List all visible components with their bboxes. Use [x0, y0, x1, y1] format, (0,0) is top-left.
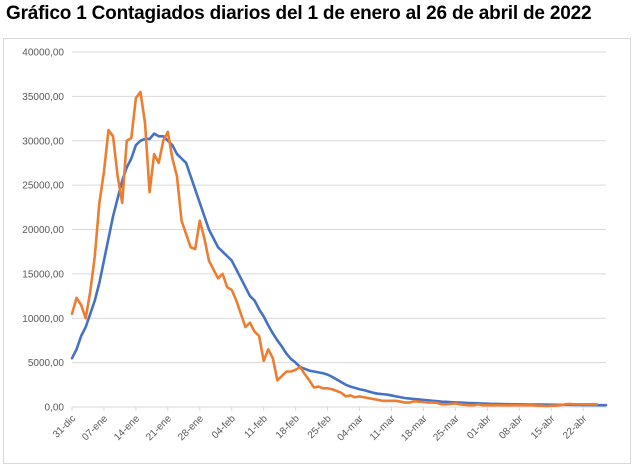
y-tick-label: 35000,00	[22, 92, 64, 103]
y-tick-label: 20000,00	[22, 225, 64, 236]
y-tick-label: 40000,00	[22, 48, 64, 59]
x-tick-label: 28-ene	[176, 413, 206, 443]
x-tick-label: 15-abr	[529, 413, 558, 442]
y-tick-label: 10000,00	[22, 314, 64, 325]
x-axis-ticks: 31-dic 07-ene 14-ene 21-ene 28-ene 04-feb 11-f…	[51, 407, 590, 444]
x-tick-label: 21-ene	[144, 413, 174, 443]
chart-frame	[3, 38, 631, 464]
series-line-2	[70, 90, 599, 408]
y-tick-label: 5000,00	[28, 358, 65, 369]
x-tick-label: 14-ene	[112, 413, 142, 443]
x-tick-label: 01-abr	[465, 413, 494, 442]
x-tick-label: 11-feb	[243, 413, 271, 441]
x-tick-label: 18-mar	[399, 413, 430, 444]
y-tick-label: 15000,00	[22, 269, 64, 280]
x-tick-label: 25-mar	[431, 413, 462, 444]
x-tick-label: 18-feb	[274, 413, 302, 441]
y-tick-label: 30000,00	[22, 136, 64, 147]
x-tick-label: 25-feb	[306, 413, 334, 441]
y-tick-label: 25000,00	[22, 181, 64, 192]
x-tick-label: 08-abr	[497, 413, 526, 442]
x-tick-label: 04-feb	[210, 413, 238, 441]
series-lines	[70, 90, 608, 408]
x-tick-label: 07-ene	[80, 413, 110, 443]
x-tick-label: 04-mar	[335, 413, 366, 444]
x-tick-label: 31-dic	[51, 413, 78, 440]
chart-title: Gráfico 1 Contagiados diarios del 1 de e…	[6, 3, 592, 24]
x-tick-label: 22-abr	[561, 413, 590, 442]
y-tick-label: 0,00	[45, 403, 65, 414]
y-axis-ticks: 0,00 5000,00 10000,00 15000,00 20000,00 25000…	[22, 48, 64, 414]
gridlines	[72, 51, 606, 364]
x-tick-label: 11-mar	[368, 413, 398, 443]
